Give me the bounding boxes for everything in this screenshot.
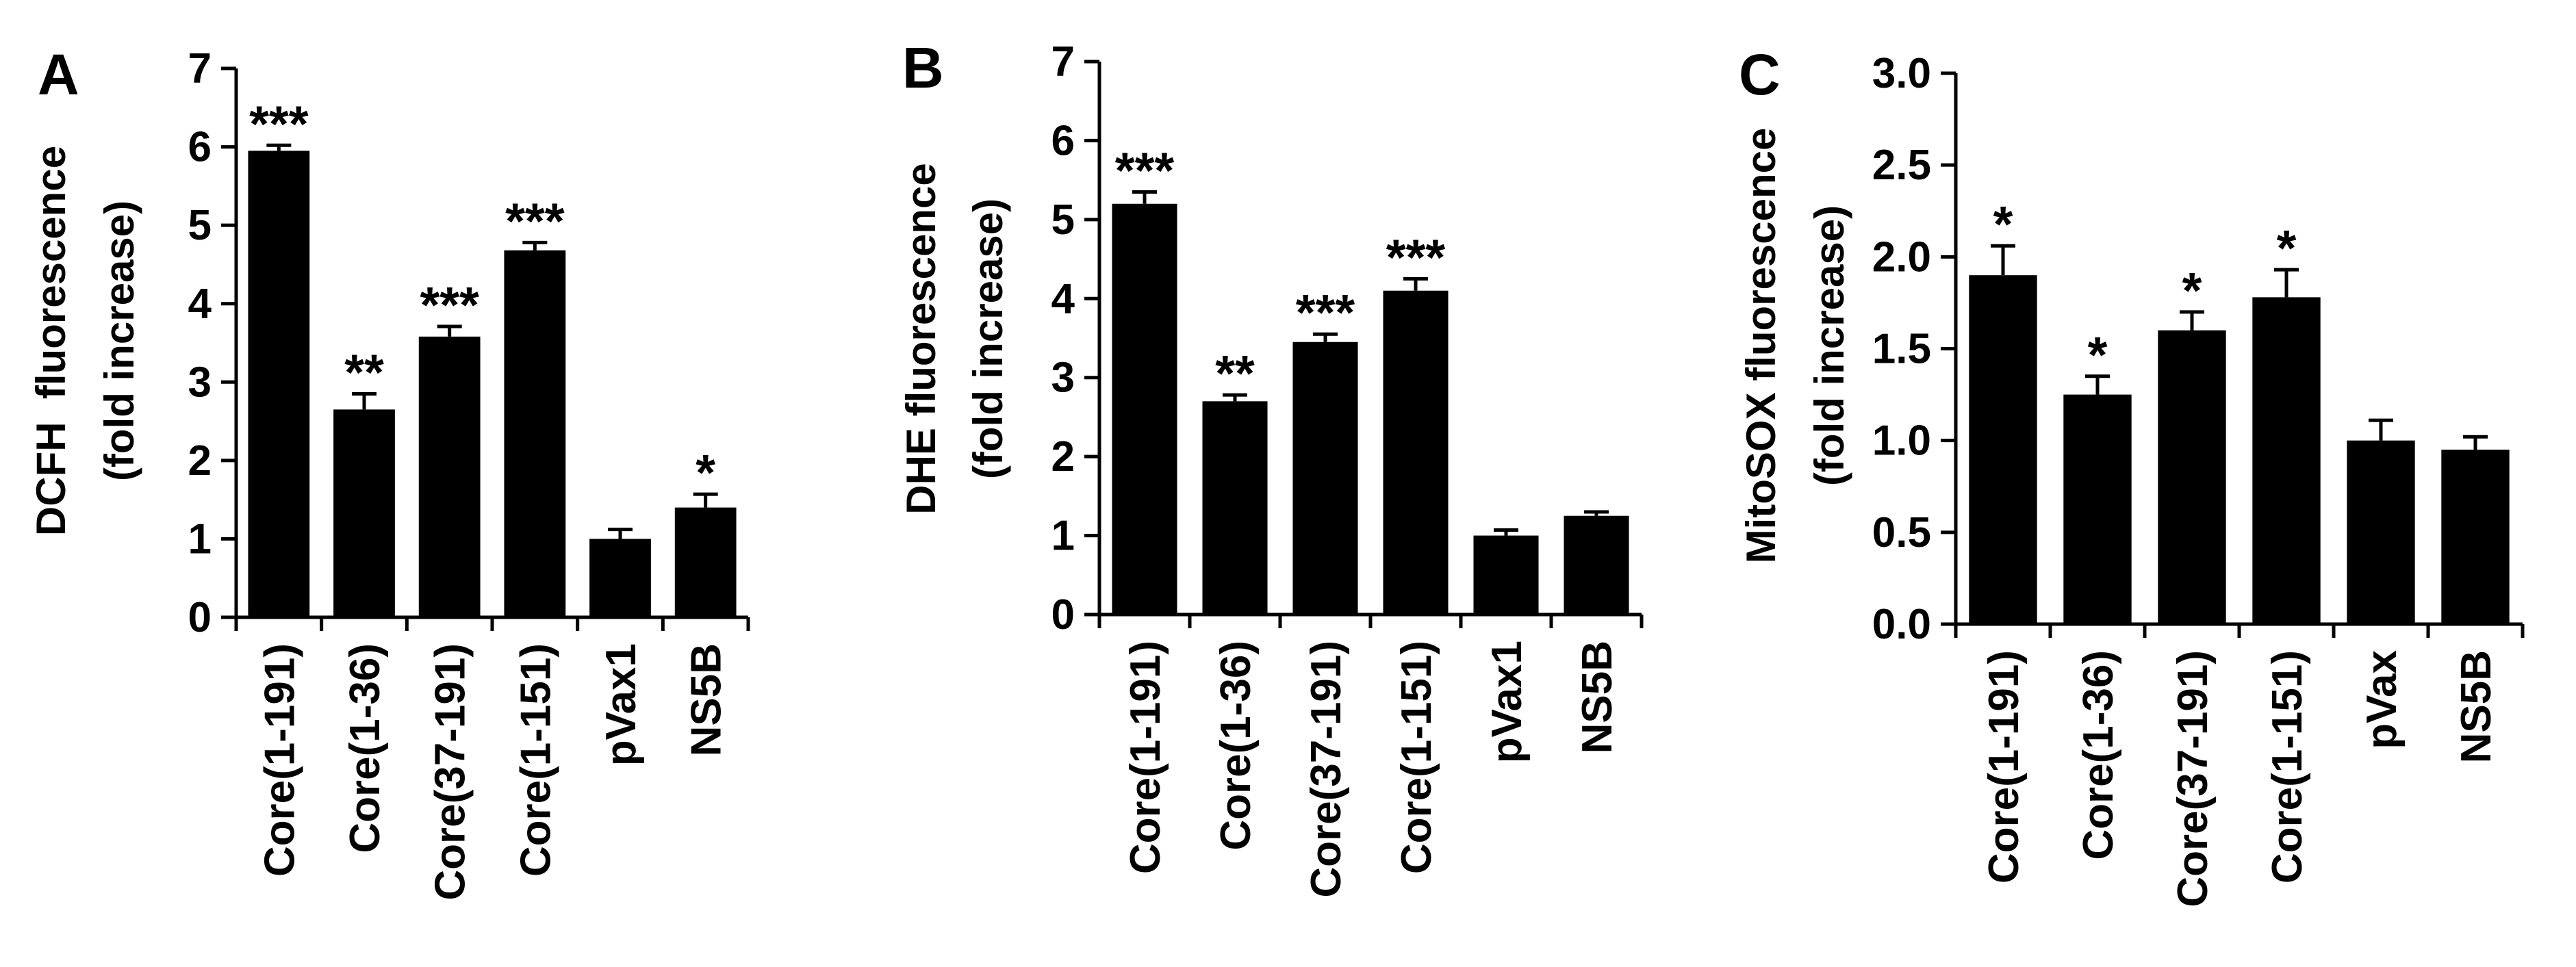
bar: [248, 151, 310, 618]
y-axis-label-line2: (fold increase): [965, 198, 1011, 479]
significance-label: ***: [1115, 142, 1175, 198]
x-tick-label: Core(1-36): [1212, 641, 1260, 851]
x-tick-label: Core(1-36): [2075, 650, 2122, 860]
bar: [504, 250, 566, 617]
y-tick-label: 1.0: [1872, 417, 1931, 465]
x-tick-label: Core(37-191): [427, 643, 474, 901]
y-axis-label-line2: (fold increase): [1807, 205, 1852, 486]
x-tick-label: NS5B: [683, 643, 730, 756]
y-tick-label: 4: [188, 281, 212, 328]
bar: [2252, 297, 2321, 624]
x-tick-label: NS5B: [1574, 641, 1621, 753]
bar: [1564, 515, 1629, 615]
x-tick-label: NS5B: [2453, 650, 2500, 763]
y-tick-label: 1: [1051, 513, 1075, 560]
y-axis-label-line1: DHE fluorescence: [898, 163, 944, 515]
y-tick-label: 6: [188, 124, 212, 171]
significance-label: ***: [249, 95, 309, 152]
y-axis-label-line2: (fold increase): [97, 201, 142, 481]
panel-letter: C: [1739, 42, 1781, 107]
significance-label: ***: [1296, 284, 1355, 341]
y-tick-label: 0: [188, 594, 212, 641]
x-tick-label: Core(37-191): [2169, 650, 2217, 907]
panel-c-chart: C MitoSOX fluorescence (fold increase) 0.0 0…: [1738, 42, 2525, 907]
significance-label: *: [1993, 196, 2013, 253]
x-tick-label: Core(1-151): [1393, 641, 1440, 874]
significance-label: *: [2088, 326, 2108, 383]
bar: [1112, 203, 1177, 615]
x-tick-label: Core(1-191): [256, 643, 303, 877]
x-tick-label: pVax1: [1483, 641, 1531, 763]
bar: [1473, 535, 1539, 615]
y-axis-label-line1: DCFH fluorescence: [28, 146, 74, 536]
y-axis-label-line1: MitoSOX fluorescence: [1738, 128, 1784, 564]
bar: [2063, 394, 2132, 624]
x-tick-label: pVax: [2358, 649, 2406, 749]
y-tick-label: 2.0: [1872, 233, 1931, 281]
y-tick-label: 2: [188, 437, 212, 485]
bar: [2158, 330, 2226, 624]
panel-b-chart: B DHE fluorescence (fold increase) 0 1 2 3 4 5 6 7…: [898, 36, 1644, 898]
significance-label: ***: [420, 276, 479, 333]
significance-label: *: [696, 444, 715, 501]
bar: [589, 539, 651, 617]
bar: [1202, 401, 1268, 615]
panel-a-chart: A DCFH fluorescence (fold increase) 0 1 2 3 4 5 6…: [28, 42, 750, 901]
y-tick-label: 5: [188, 202, 212, 249]
y-tick-label: 0.5: [1872, 509, 1931, 556]
y-tick-label: 3: [188, 359, 212, 406]
y-tick-label: 2: [1051, 433, 1075, 480]
significance-label: ***: [1386, 229, 1446, 285]
bar: [674, 507, 737, 617]
y-tick-label: 3: [1051, 354, 1075, 402]
significance-label: *: [2182, 262, 2202, 319]
y-tick-label: 6: [1051, 117, 1075, 164]
x-tick-label: Core(1-36): [342, 643, 389, 853]
bar: [333, 409, 395, 617]
x-tick-label: Core(1-191): [1980, 650, 2028, 884]
significance-label: **: [344, 344, 384, 400]
bar: [2441, 450, 2510, 624]
y-tick-label: 4: [1051, 275, 1075, 322]
x-tick-label: Core(1-151): [512, 643, 559, 877]
x-tick-label: Core(1-151): [2264, 650, 2311, 884]
y-tick-label: 1: [188, 515, 212, 563]
y-tick-label: 0: [1051, 591, 1075, 639]
significance-label: *: [2277, 220, 2297, 276]
y-tick-label: 2.5: [1872, 142, 1931, 189]
x-tick-label: Core(1-191): [1122, 641, 1169, 874]
x-tick-label: pVax1: [598, 643, 645, 766]
significance-label: ***: [505, 192, 565, 249]
panel-letter: A: [38, 42, 79, 107]
significance-label: **: [1215, 345, 1255, 402]
x-tick-label: Core(37-191): [1303, 641, 1350, 898]
y-tick-label: 0.0: [1872, 601, 1931, 648]
panel-letter: B: [902, 36, 944, 100]
y-tick-label: 1.5: [1872, 326, 1931, 373]
bar: [418, 336, 481, 617]
y-tick-label: 7: [1051, 38, 1075, 86]
y-tick-label: 3.0: [1872, 50, 1931, 97]
y-tick-label: 5: [1051, 196, 1075, 244]
bar: [1292, 341, 1358, 615]
y-tick-label: 7: [188, 45, 212, 92]
bar: [2347, 440, 2415, 624]
bar: [1383, 290, 1449, 615]
bar: [1969, 275, 2037, 624]
